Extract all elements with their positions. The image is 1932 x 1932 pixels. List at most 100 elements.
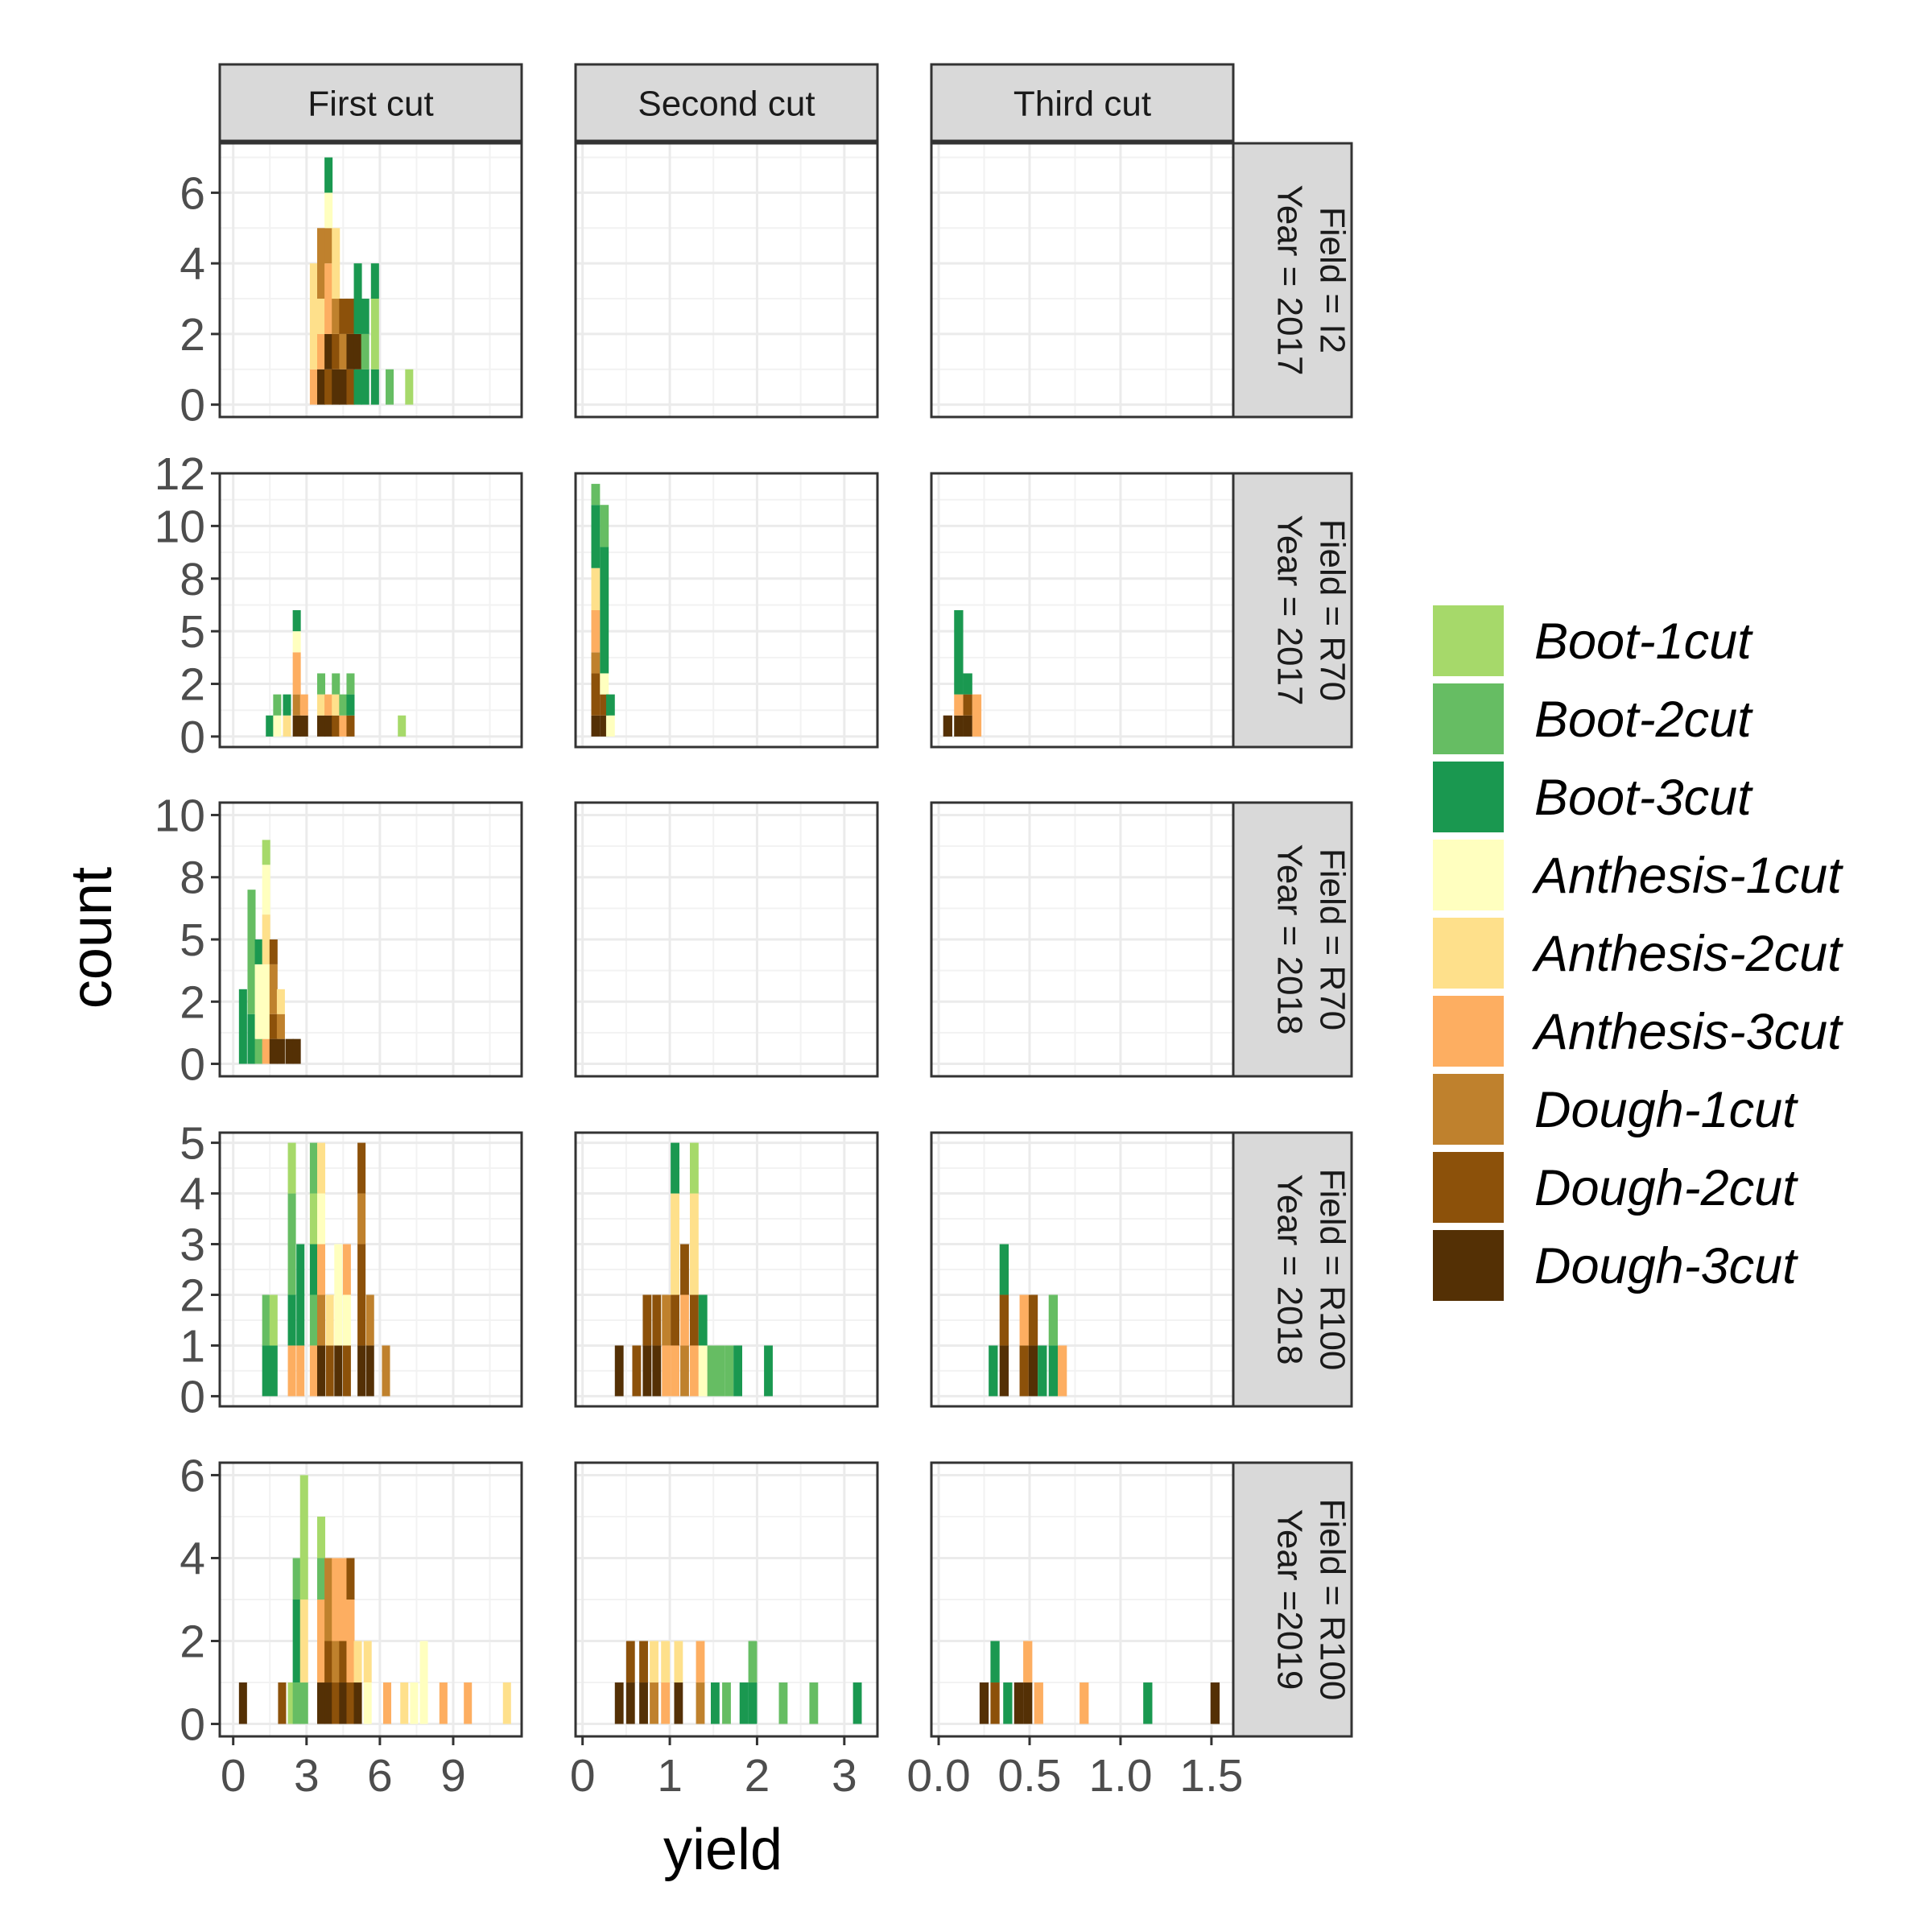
- legend-item-boot-1cut: Boot-1cut: [1433, 605, 1753, 676]
- histogram-bar: [363, 1641, 372, 1724]
- bar-segment-anthesis-2cut: [332, 228, 341, 299]
- histogram-bar: [370, 263, 379, 405]
- bar-segment-dough-2cut: [591, 673, 601, 716]
- histogram-bar: [778, 1682, 788, 1724]
- bar-segment-dough-2cut: [324, 1641, 333, 1683]
- histogram-bar: [332, 228, 341, 405]
- histogram-bar: [650, 1641, 658, 1724]
- bar-segment-boot-3cut: [287, 1294, 296, 1346]
- bar-segment-dough-2cut: [963, 694, 972, 716]
- histogram-bar: [324, 694, 333, 737]
- bar-segment-anthesis-1cut: [254, 964, 263, 1039]
- x-axis-title: yield: [663, 1818, 782, 1882]
- bar-segment-boot-3cut: [999, 1244, 1009, 1295]
- histogram-bar: [671, 1142, 679, 1397]
- bar-segment-dough-2cut: [625, 1641, 635, 1683]
- histogram-bar: [353, 263, 362, 405]
- histogram-bar: [724, 1345, 734, 1397]
- histogram-bar: [266, 715, 275, 737]
- histogram-bar: [943, 715, 952, 737]
- legend-item-dough-3cut: Dough-3cut: [1433, 1230, 1798, 1301]
- bar-segment-dough-1cut: [317, 1294, 326, 1346]
- histogram-bar: [1210, 1682, 1220, 1724]
- bar-segment-boot-2cut: [247, 890, 256, 1014]
- bar-segment-dough-2cut: [332, 715, 341, 737]
- y-tick-label: 5: [180, 914, 205, 966]
- column-strip-second-cut: Second cut: [574, 63, 879, 142]
- y-tick-label: 10: [155, 501, 205, 552]
- bar-segment-dough-2cut: [639, 1641, 648, 1683]
- histogram-bar: [722, 1682, 731, 1724]
- bar-segment-dough-2cut: [346, 369, 355, 405]
- x-tick-label: 1: [657, 1750, 683, 1802]
- bar-segment-boot-3cut: [671, 1142, 679, 1194]
- bar-segment-dough-1cut: [332, 1641, 341, 1683]
- bar-segment-dough-1cut: [696, 1682, 705, 1724]
- bar-segment-boot-3cut: [748, 1682, 758, 1724]
- bar-segment-anthesis-1cut: [419, 1641, 428, 1683]
- histogram-bar: [238, 1682, 247, 1724]
- histogram-bar: [299, 694, 308, 737]
- histogram-bar: [439, 1682, 448, 1724]
- bar-segment-boot-3cut: [370, 263, 379, 299]
- panel-border: [574, 472, 879, 749]
- bar-segment-anthesis-3cut: [332, 1558, 341, 1641]
- bar-segment-dough-3cut: [285, 1038, 294, 1064]
- histogram-bar: [989, 1345, 998, 1397]
- bar-segment-boot-2cut: [600, 505, 609, 547]
- bar-segment-anthesis-2cut: [299, 1600, 308, 1683]
- bar-segment-boot-1cut: [405, 369, 414, 405]
- histogram-bar: [400, 1682, 409, 1724]
- column-strip-label: Third cut: [1013, 85, 1151, 124]
- bar-segment-dough-3cut: [299, 715, 308, 737]
- row-strip-year-label: Year =2019: [1270, 1509, 1310, 1690]
- bar-segment-dough-2cut: [278, 1682, 287, 1724]
- bar-segment-anthesis-3cut: [342, 1244, 351, 1295]
- histogram-bar: [339, 694, 348, 737]
- bar-segment-boot-2cut: [287, 1193, 296, 1295]
- bar-segment-boot-3cut: [292, 610, 301, 632]
- bar-segment-dough-3cut: [642, 1345, 652, 1397]
- bar-segment-boot-2cut: [361, 333, 369, 369]
- panel-border: [574, 142, 879, 419]
- x-tick-label: 1.5: [1179, 1750, 1243, 1802]
- row-strip-field-label: Field = R100: [1313, 1499, 1352, 1701]
- histogram-bar: [398, 715, 407, 737]
- bar-segment-anthesis-2cut: [353, 1641, 362, 1683]
- histogram-bar: [680, 1244, 689, 1397]
- bar-segment-anthesis-3cut: [262, 1038, 270, 1064]
- histogram-bar: [972, 694, 982, 737]
- bar-segment-anthesis-1cut: [698, 1345, 708, 1397]
- bar-segment-boot-3cut: [353, 263, 362, 334]
- histogram-bar: [357, 1142, 366, 1397]
- bar-segment-anthesis-3cut: [661, 1682, 671, 1724]
- panel-border: [218, 142, 523, 419]
- bar-segment-boot-1cut: [689, 1142, 699, 1194]
- panel-field-r100-year-2019-third-cut: 0.0 0.5 1.0 1.5: [906, 1461, 1244, 1802]
- bar-segment-anthesis-2cut: [262, 914, 270, 964]
- x-tick-label: 1.0: [1088, 1750, 1152, 1802]
- bar-segment-boot-2cut: [339, 694, 348, 716]
- bar-segment-dough-2cut: [600, 694, 609, 716]
- legend-key: [1433, 840, 1504, 910]
- y-tick-label: 2: [180, 1616, 205, 1668]
- bar-segment-anthesis-3cut: [339, 1558, 348, 1641]
- bar-segment-boot-2cut: [317, 1558, 326, 1600]
- bar-segment-dough-3cut: [238, 1682, 247, 1724]
- bar-segment-boot-3cut: [954, 610, 964, 695]
- histogram-bar: [600, 505, 609, 737]
- bar-segment-dough-3cut: [1013, 1682, 1024, 1724]
- bar-segment-dough-3cut: [317, 1345, 326, 1397]
- histogram-bar: [382, 1682, 392, 1724]
- bar-segment-anthesis-3cut: [1080, 1682, 1089, 1724]
- legend-item-dough-2cut: Dough-2cut: [1433, 1152, 1798, 1223]
- panel-border: [574, 1461, 879, 1738]
- bar-segment-dough-3cut: [317, 369, 326, 405]
- row-strip-year-label: Year = 2017: [1270, 515, 1310, 706]
- bar-segment-anthesis-3cut: [324, 263, 333, 334]
- bar-segment-dough-2cut: [339, 1641, 348, 1683]
- panel-background: [220, 143, 522, 417]
